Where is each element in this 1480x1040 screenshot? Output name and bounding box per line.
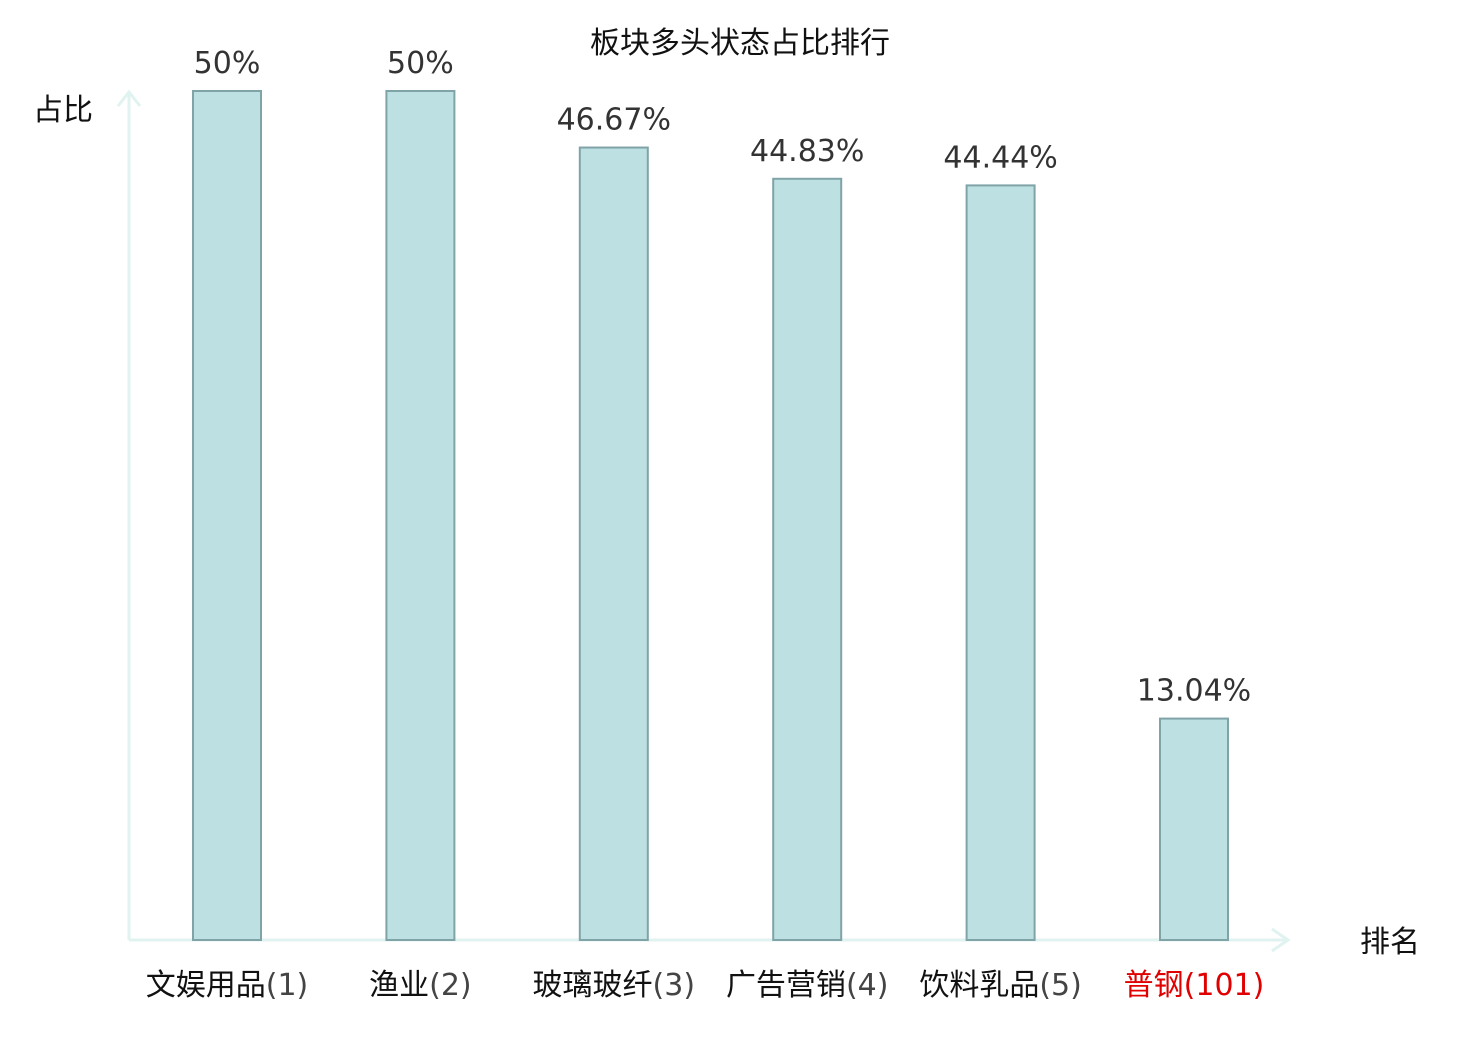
chart-title: 板块多头状态占比排行: [590, 26, 890, 61]
x-tick-name: 普钢: [1124, 968, 1184, 1003]
x-tick-name: 饮料乳品: [919, 968, 1039, 1003]
x-tick-rank: (4): [846, 968, 889, 1003]
bar: [385, 90, 456, 941]
bar: [192, 90, 262, 941]
x-tick-rank: (101): [1184, 968, 1265, 1003]
x-tick-name: 文娱用品: [146, 968, 266, 1003]
x-tick-rank: (5): [1039, 968, 1082, 1003]
bar-value-label: 50%: [194, 46, 261, 81]
bar-value-label: 50%: [387, 46, 454, 81]
x-tick-label: 渔业(2): [369, 968, 472, 1003]
x-tick-name: 广告营销: [726, 968, 846, 1003]
bar: [772, 177, 843, 941]
category-labels-group: 文娱用品(1) 渔业(2) 玻璃玻纤(3) 广告营销(4) 饮料乳品(5) 普钢(101): [146, 968, 1265, 1003]
x-tick-label: 饮料乳品(5): [919, 968, 1082, 1003]
bar-value-label: 13.04%: [1137, 674, 1251, 709]
bar-value-label: 46.67%: [557, 103, 671, 138]
bar: [1159, 717, 1229, 942]
bars-group: [192, 90, 1229, 942]
bar: [965, 184, 1036, 941]
x-tick-label: 文娱用品(1): [146, 968, 309, 1003]
x-tick-name: 渔业: [369, 968, 429, 1003]
y-axis: [116, 89, 142, 940]
value-labels-group: 50% 50% 46.67% 44.83% 44.44% 13.04%: [194, 46, 1252, 709]
bar-value-label: 44.44%: [943, 140, 1057, 175]
x-tick-name: 玻璃玻纤: [533, 968, 653, 1003]
bar-value-label: 44.83%: [750, 134, 864, 169]
x-axis: [129, 927, 1291, 953]
bar: [578, 146, 649, 941]
x-tick-rank: (1): [266, 968, 309, 1003]
x-tick-label: 广告营销(4): [726, 968, 889, 1003]
x-tick-rank: (2): [429, 968, 472, 1003]
x-tick-label: 普钢(101): [1124, 968, 1265, 1003]
x-tick-rank: (3): [653, 968, 696, 1003]
x-tick-label: 玻璃玻纤(3): [533, 968, 696, 1003]
y-axis-title: 占比: [33, 93, 93, 128]
x-axis-title: 排名: [1360, 925, 1420, 960]
